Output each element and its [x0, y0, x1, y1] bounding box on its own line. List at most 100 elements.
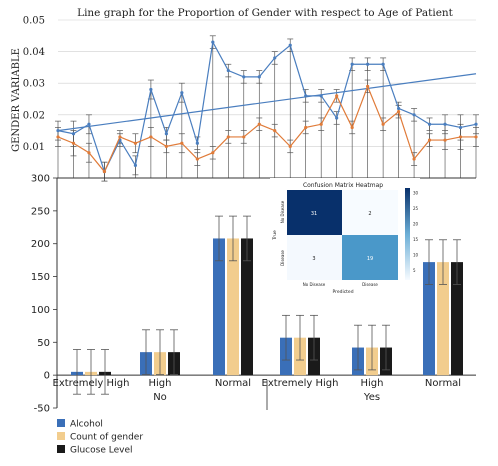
- line-point: [474, 122, 478, 126]
- group-label-yes: Yes: [363, 392, 380, 403]
- line-series-0: [57, 40, 477, 174]
- heatmap-value-1-0: 3: [312, 256, 315, 262]
- line-point: [56, 135, 60, 139]
- heatmap-x-label: Predicted: [332, 289, 353, 295]
- line-chart: Line graph for the Proportion of Gender …: [11, 7, 479, 182]
- line-point: [164, 132, 168, 136]
- line-series-1: [57, 84, 476, 173]
- line-chart-y-tick-label: 0.03: [23, 79, 45, 90]
- line-point: [474, 135, 478, 139]
- line-chart-y-tick-label: 0.02: [23, 110, 45, 121]
- bar-chart-y-tick-label: 100: [31, 305, 50, 316]
- bar-category-label: Normal: [215, 378, 251, 389]
- line-point: [319, 94, 323, 98]
- line-point: [242, 135, 246, 139]
- bar-category-label: High: [361, 378, 384, 389]
- legend-label: Count of gender: [70, 433, 143, 443]
- line-point: [211, 40, 215, 44]
- line-point: [366, 62, 370, 66]
- line-chart-y-ticks: 0.05 0.04 0.03 0.02 0.01: [23, 16, 45, 153]
- bar-chart-y-tick-label: -50: [34, 404, 50, 415]
- legend-swatch: [57, 445, 65, 453]
- bar-chart-legend: Alcohol Count of gender Glucose Level: [57, 419, 143, 456]
- line-point: [56, 129, 60, 133]
- heatmap-x-tick-0: No Disease: [303, 282, 326, 287]
- heatmap-value-0-0: 31: [311, 211, 317, 217]
- line-point: [396, 106, 401, 111]
- bar-chart-category-labels: Extremely High High Normal Extremely High Hi…: [53, 378, 462, 389]
- legend-label: Glucose Level: [70, 446, 132, 456]
- colorbar-tick-label: 30: [413, 191, 419, 196]
- heatmap-y-tick-0: No Disease: [280, 200, 285, 223]
- line-chart-series: [56, 40, 478, 174]
- colorbar-tick-label: 25: [413, 206, 419, 211]
- heatmap-cell-0-0: [287, 190, 342, 235]
- line-chart-y-axis-label: GENDER VARIABLE: [11, 48, 22, 152]
- line-point: [71, 141, 76, 145]
- line-point: [366, 84, 370, 88]
- line-point: [443, 122, 447, 126]
- line-point: [350, 125, 354, 130]
- line-point: [180, 91, 184, 95]
- colorbar-tick-label: 10: [413, 253, 419, 258]
- bar-chart-y-tick-label: 200: [31, 239, 50, 250]
- line-point: [288, 144, 292, 148]
- bar-count-of-gender: [227, 238, 239, 376]
- bar-glucose-level: [451, 262, 463, 376]
- heatmap-value-1-1: 19: [367, 256, 373, 262]
- line-point: [195, 157, 199, 161]
- line-chart-y-tick-label: 0.01: [23, 142, 45, 153]
- line-point: [288, 43, 292, 47]
- bar-alcohol: [213, 238, 225, 376]
- line-point: [71, 132, 76, 136]
- confusion-matrix-inset: Confusion Matrix Heatmap 31 2 3 19 No Di…: [270, 178, 420, 298]
- colorbar-tick-label: 15: [413, 237, 419, 242]
- line-point: [412, 157, 416, 161]
- bar-glucose-level: [241, 238, 253, 376]
- heatmap-cell-0-1: [342, 190, 398, 235]
- heatmap-title: Confusion Matrix Heatmap: [303, 182, 383, 189]
- line-point: [149, 87, 153, 92]
- bar-chart: 300 250 200 150 100 50 0 -50 Extremely High High…: [31, 174, 476, 415]
- line-point: [211, 151, 215, 155]
- bar-chart-y-tick-label: 0: [44, 371, 50, 382]
- line-point: [396, 110, 401, 114]
- legend-swatch: [57, 432, 65, 440]
- line-point: [304, 94, 308, 98]
- line-point: [226, 68, 230, 73]
- heatmap-colorbar-ticks: 30 25 20 15 10 5: [413, 191, 419, 274]
- line-point: [242, 75, 246, 79]
- legend-label: Alcohol: [70, 420, 103, 430]
- bar-chart-y-tick-label: 50: [37, 338, 50, 349]
- line-point: [226, 135, 230, 139]
- colorbar-tick-label: 20: [413, 222, 419, 227]
- line-point: [443, 138, 447, 142]
- line-point: [335, 94, 339, 98]
- line-point: [458, 135, 463, 139]
- line-point: [273, 56, 277, 60]
- line-point: [118, 135, 122, 139]
- line-point: [381, 62, 385, 66]
- line-point: [102, 170, 107, 174]
- heatmap-x-tick-1: Disease: [362, 282, 378, 287]
- bar-alcohol: [423, 262, 435, 376]
- bar-chart-error-bars: [73, 215, 461, 395]
- line-point: [133, 163, 138, 167]
- line-point: [319, 122, 323, 126]
- bar-category-label: Normal: [425, 378, 461, 389]
- heatmap-cell-1-1: [342, 235, 398, 280]
- line-chart-title: Line graph for the Proportion of Gender …: [77, 7, 454, 19]
- line-chart-y-tick-label: 0.04: [23, 47, 45, 58]
- heatmap-y-tick-1: Disease: [280, 250, 285, 266]
- heatmap-value-0-1: 2: [368, 211, 371, 217]
- line-point: [257, 122, 261, 126]
- line-chart-y-tick-label: 0.05: [23, 16, 45, 27]
- line-point: [273, 129, 277, 133]
- legend-swatch: [57, 419, 65, 427]
- heatmap-colorbar: [405, 188, 410, 280]
- line-point: [427, 138, 432, 142]
- line-point: [412, 113, 416, 117]
- bar-chart-y-tick-label: 250: [31, 206, 50, 217]
- line-point: [195, 141, 199, 145]
